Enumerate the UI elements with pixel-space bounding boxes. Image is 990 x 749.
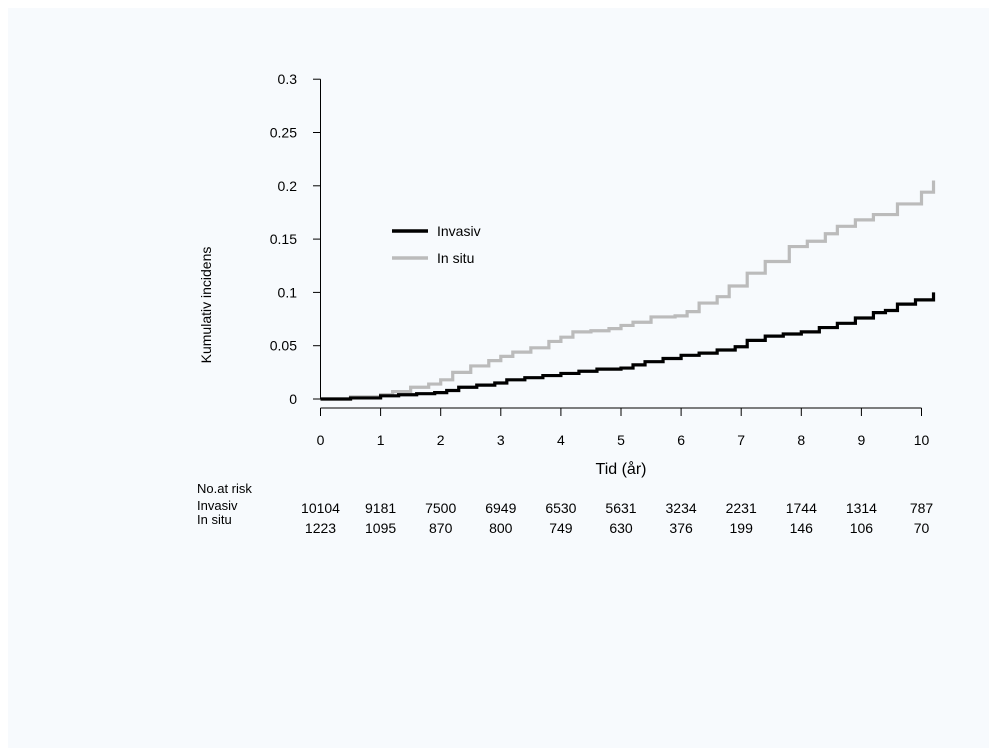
x-tick-label: 7 <box>737 432 745 448</box>
risk-row-label-in-situ: In situ <box>197 512 232 527</box>
x-tick-label: 1 <box>377 432 385 448</box>
risk-count-in-situ: 1095 <box>365 520 396 536</box>
risk-count-in-situ: 1223 <box>305 520 336 536</box>
y-tick-label: 0.15 <box>270 231 297 247</box>
x-axis-label: Tid (år) <box>596 460 647 478</box>
risk-count-invasiv: 5631 <box>605 500 636 516</box>
legend: Invasiv In situ <box>392 223 481 266</box>
y-tick-label: 0.1 <box>278 284 298 300</box>
risk-count-in-situ: 70 <box>914 520 930 536</box>
risk-count-in-situ: 199 <box>730 520 754 536</box>
x-tick-label: 6 <box>677 432 685 448</box>
risk-count-invasiv: 6530 <box>545 500 576 516</box>
risk-count-in-situ: 800 <box>489 520 513 536</box>
risk-count-invasiv: 7500 <box>425 500 456 516</box>
risk-count-invasiv: 1744 <box>786 500 817 516</box>
y-tick-label: 0.2 <box>278 178 298 194</box>
x-tick-label: 0 <box>317 432 325 448</box>
risk-count-invasiv: 9181 <box>365 500 396 516</box>
risk-count-in-situ: 376 <box>669 520 693 536</box>
risk-count-invasiv: 787 <box>910 500 934 516</box>
risk-count-invasiv: 1314 <box>846 500 877 516</box>
x-tick-label: 8 <box>797 432 805 448</box>
risk-count-in-situ: 146 <box>790 520 814 536</box>
y-axis-label: Kumulativ incidens <box>198 247 214 364</box>
x-tick-label: 4 <box>557 432 565 448</box>
axes: 0 0.05 0.1 0.15 0.2 0.25 0.3 0 1 2 3 4 5 6 7 8 9 10 <box>270 71 930 448</box>
legend-label-invasiv: Invasiv <box>437 223 481 239</box>
x-tick-label: 9 <box>858 432 866 448</box>
y-tick-label: 0.25 <box>270 125 297 141</box>
risk-row-label-invasiv: Invasiv <box>197 498 238 513</box>
risk-count-in-situ: 106 <box>850 520 874 536</box>
risk-count-in-situ: 870 <box>429 520 453 536</box>
x-tick-label: 2 <box>437 432 445 448</box>
y-tick-label: 0.05 <box>270 338 297 354</box>
risk-count-in-situ: 749 <box>549 520 573 536</box>
y-tick-label: 0.3 <box>278 71 298 87</box>
risk-count-invasiv: 3234 <box>666 500 697 516</box>
x-tick-label: 3 <box>497 432 505 448</box>
legend-label-in-situ: In situ <box>437 250 474 266</box>
risk-count-invasiv: 6949 <box>485 500 516 516</box>
x-tick-label: 10 <box>914 432 930 448</box>
series-line-invasiv <box>320 292 936 401</box>
risk-table-header: No.at risk <box>197 481 252 496</box>
risk-count-in-situ: 630 <box>609 520 633 536</box>
risk-count-invasiv: 10104 <box>301 500 340 516</box>
risk-count-invasiv: 2231 <box>726 500 757 516</box>
y-tick-label: 0 <box>289 391 297 407</box>
chart-panel <box>8 8 989 748</box>
x-tick-label: 5 <box>617 432 625 448</box>
series-line-in-situ <box>320 180 936 401</box>
series-lines <box>320 180 936 401</box>
risk-table: No.at risk Invasiv 10104 9181 7500 6949 6530 56… <box>197 481 933 536</box>
